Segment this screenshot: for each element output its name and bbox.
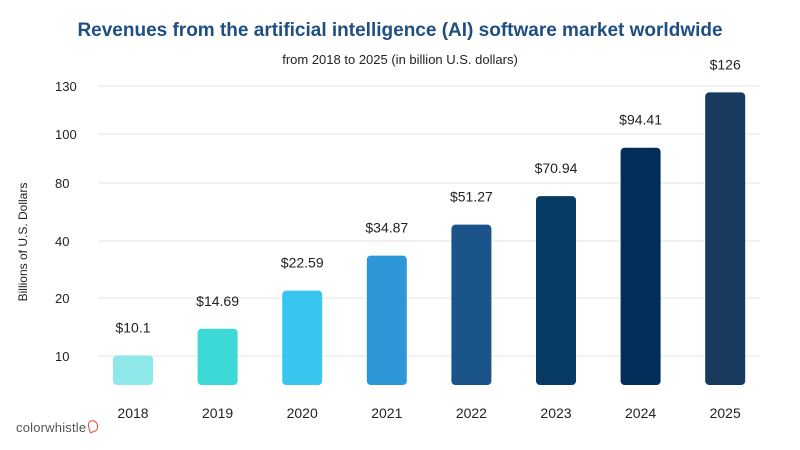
bars <box>113 92 746 386</box>
data-label-2020: $22.59 <box>281 255 324 271</box>
bar-2025 <box>705 92 746 386</box>
data-label-2022: $51.27 <box>450 189 493 205</box>
bar-2022 <box>451 224 492 385</box>
bar-2024 <box>620 147 661 385</box>
data-label-2025: $126 <box>710 56 741 72</box>
x-axis-ticks: 2018 2019 2020 2021 2022 2023 2024 2025 <box>117 405 741 421</box>
y-tick-label: 40 <box>55 234 69 249</box>
x-tick-label-2022: 2022 <box>456 405 487 421</box>
data-label-2023: $70.94 <box>535 160 578 176</box>
x-tick-label-2020: 2020 <box>287 405 318 421</box>
x-tick-label-2023: 2023 <box>540 405 571 421</box>
brand-logo-text: colorwhistle <box>16 420 87 435</box>
y-tick-label: 130 <box>55 79 77 94</box>
bar-2020 <box>282 290 323 385</box>
bar-2021 <box>366 255 407 385</box>
bar-2019 <box>197 328 238 385</box>
data-label-2019: $14.69 <box>196 293 239 309</box>
y-tick-label: 100 <box>55 127 77 142</box>
brand-logo: colorwhistle <box>16 418 101 435</box>
x-tick-label-2024: 2024 <box>625 405 656 421</box>
chart-title: Revenues from the artificial intelligenc… <box>77 20 723 41</box>
x-tick-label-2025: 2025 <box>710 405 741 421</box>
data-label-2021: $34.87 <box>365 220 408 236</box>
bar-2023 <box>536 196 576 385</box>
data-labels: $10.1 $14.69 $22.59 $34.87 $51.27 $70.94 $94.4… <box>115 56 741 335</box>
bar-2018 <box>113 355 153 385</box>
x-tick-label-2021: 2021 <box>371 405 402 421</box>
x-tick-label-2018: 2018 <box>117 405 148 421</box>
data-label-2024: $94.41 <box>619 112 662 128</box>
y-tick-label: 10 <box>55 349 69 364</box>
x-tick-label-2019: 2019 <box>202 405 233 421</box>
flame-icon <box>86 418 101 434</box>
y-axis-ticks: 10 20 40 80 100 130 <box>55 79 77 364</box>
chart-subtitle: from 2018 to 2025 (in billion U.S. dolla… <box>282 52 518 67</box>
data-label-2018: $10.1 <box>115 319 150 335</box>
y-tick-label: 20 <box>55 291 69 306</box>
y-axis-label: Billions of U.S. Dollars <box>16 183 30 302</box>
y-tick-label: 80 <box>55 176 69 191</box>
